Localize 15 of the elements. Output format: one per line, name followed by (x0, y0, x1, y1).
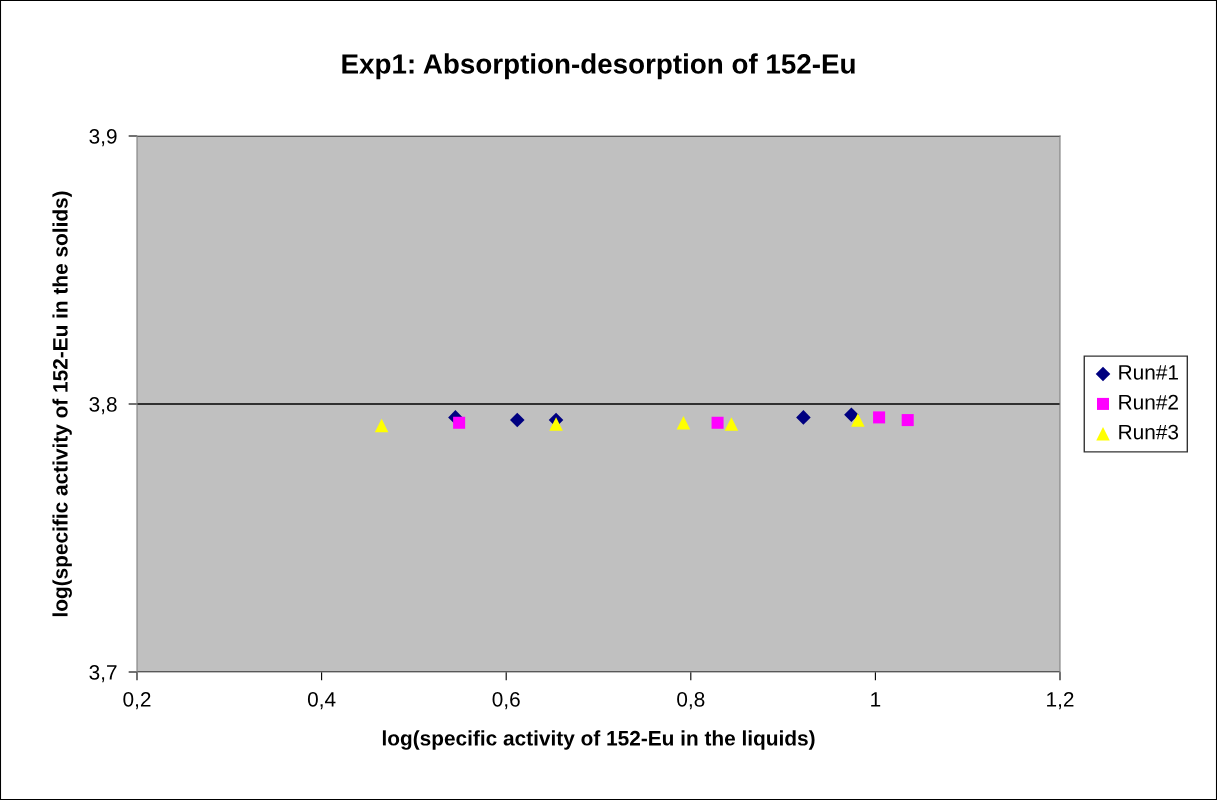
x-tick-label: 0,4 (307, 691, 336, 710)
y-tick-label: 3,7 (89, 665, 117, 683)
y-tick-label: 3,9 (89, 129, 117, 147)
x-tick-label: 0,6 (492, 691, 520, 710)
x-axis-title: log(specific activity of 152-Eu in the liquids) (382, 730, 815, 750)
x-tick-label: 0,8 (677, 691, 705, 710)
legend-label: Run#3 (1119, 424, 1179, 440)
x-tick-label: 1,2 (1047, 691, 1074, 710)
legend-label: Run#2 (1119, 394, 1178, 410)
x-tick-label: 1 (871, 692, 881, 707)
legend-label: Run#1 (1119, 365, 1178, 380)
x-tick-label: 0,2 (123, 691, 151, 710)
y-tick-label: 3,8 (89, 397, 117, 415)
y-axis-title: log(specific activity of 152-Eu in the solids) (52, 191, 72, 617)
chart-title: Exp1: Absorption-desorption of 152-Eu (342, 53, 855, 80)
